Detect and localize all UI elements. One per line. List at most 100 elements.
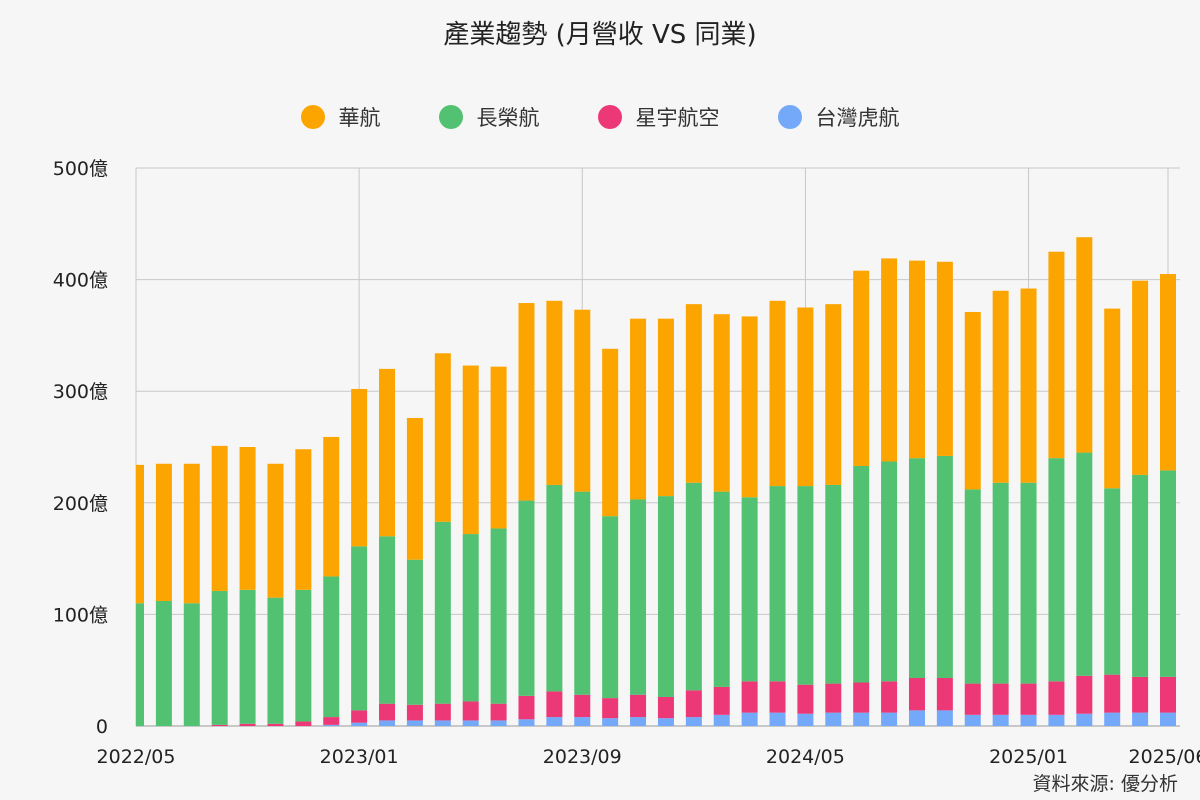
- bar-segment: [602, 516, 619, 699]
- x-tick-label: 2023/09: [543, 746, 622, 768]
- bar-segment: [1048, 714, 1065, 726]
- bar-segment: [1132, 712, 1149, 726]
- bar-segment: [741, 712, 758, 726]
- bar-segment: [406, 559, 423, 705]
- bar-segment: [936, 710, 953, 726]
- bar-segment: [853, 712, 870, 726]
- legend-item-china-airlines[interactable]: 華航: [300, 102, 381, 132]
- bar-segment: [1160, 274, 1176, 471]
- source-note: 資料來源: 優分析: [1032, 773, 1178, 795]
- bar-segment: [295, 449, 312, 590]
- bar-segment: [211, 445, 228, 591]
- bar-segment: [546, 717, 563, 726]
- x-tick-label: 2022/05: [97, 746, 176, 768]
- y-tick-label: 400億: [53, 270, 108, 292]
- bar-segment: [1048, 458, 1065, 682]
- legend-item-starlux[interactable]: 星宇航空: [597, 102, 720, 132]
- bar-segment: [657, 318, 674, 497]
- bar-segment: [713, 686, 730, 715]
- bar-segment: [685, 304, 702, 483]
- bar-segment: [490, 366, 507, 529]
- bar-segment: [630, 499, 647, 695]
- bar-segment: [1104, 712, 1121, 726]
- bar-segment: [546, 300, 563, 485]
- bar-segment: [881, 258, 898, 462]
- bar-segment: [434, 703, 451, 721]
- bar-segment: [239, 589, 256, 724]
- bar-segment: [825, 304, 842, 485]
- bar-segment: [406, 704, 423, 721]
- bar-segment: [1132, 474, 1149, 677]
- bar-segment: [267, 597, 284, 724]
- y-tick-label: 0: [96, 716, 108, 738]
- bar-segment: [1104, 308, 1121, 489]
- bar-segment: [1160, 712, 1176, 726]
- legend-swatch-starlux: [597, 105, 622, 129]
- legend-swatch-eva-air: [438, 105, 463, 129]
- bar-segment: [992, 290, 1009, 483]
- bar-segment: [351, 388, 368, 547]
- y-tick-label: 300億: [53, 381, 108, 403]
- bar-segment: [964, 714, 981, 726]
- y-tick-label: 100億: [53, 604, 108, 626]
- bar-segment: [825, 712, 842, 726]
- bar-segment: [1160, 676, 1176, 713]
- bar-segment: [267, 723, 284, 726]
- bar-segment: [797, 684, 814, 714]
- bar-segment: [1076, 713, 1093, 726]
- bar-segment: [741, 316, 758, 498]
- bar-segment: [797, 486, 814, 685]
- bar-segment: [881, 681, 898, 713]
- x-tick-label: 2024/05: [766, 746, 845, 768]
- bar-segment: [630, 318, 647, 500]
- bar-segment: [574, 309, 591, 492]
- bar-segment: [1132, 676, 1149, 713]
- bar-segment: [379, 536, 396, 704]
- bar-segment: [1132, 280, 1149, 475]
- bar-segment: [1020, 714, 1037, 726]
- bar-segment: [267, 463, 284, 598]
- bar-segment: [630, 717, 647, 726]
- bar-segment: [1020, 683, 1037, 715]
- bar-segment: [881, 461, 898, 682]
- bar-segment: [881, 712, 898, 726]
- bar-segment: [602, 718, 619, 726]
- bar-segment: [462, 701, 479, 721]
- bar-segment: [406, 720, 423, 726]
- bar-segment: [323, 717, 340, 725]
- bar-segment: [964, 683, 981, 715]
- bar-segment: [239, 447, 256, 590]
- bar-segment: [936, 261, 953, 456]
- bar-segment: [797, 713, 814, 726]
- bar-segment: [323, 576, 340, 718]
- legend-item-eva-air[interactable]: 長榮航: [438, 102, 540, 132]
- bar-segment: [769, 300, 786, 487]
- bar-segment: [518, 695, 535, 720]
- legend-label-eva-air: 長榮航: [476, 106, 540, 130]
- bar-segment: [295, 589, 312, 722]
- bar-segment: [713, 714, 730, 726]
- bar-segment: [351, 710, 368, 723]
- bar-segment: [1104, 674, 1121, 713]
- bar-segment: [657, 696, 674, 719]
- bar-segment: [1160, 470, 1176, 677]
- bar-segment: [574, 491, 591, 695]
- bar-segment: [574, 717, 591, 726]
- bar-segment: [936, 455, 953, 679]
- bar-segment: [1076, 675, 1093, 714]
- y-tick-label: 200億: [53, 493, 108, 515]
- legend-label-china-airlines: 華航: [338, 106, 381, 130]
- bar-segment: [964, 489, 981, 684]
- bar-segment: [155, 463, 172, 602]
- bar-segment: [434, 353, 451, 522]
- bar-segment: [713, 314, 730, 492]
- legend: 華航 長榮航 星宇航空 台灣虎航: [0, 102, 1200, 132]
- bar-segment: [136, 464, 144, 604]
- bar-segment: [685, 482, 702, 691]
- bar-segment: [853, 465, 870, 683]
- bar-segment: [239, 723, 256, 726]
- bar-segment: [211, 724, 228, 726]
- bar-segment: [434, 720, 451, 726]
- legend-item-tigerair[interactable]: 台灣虎航: [777, 102, 900, 132]
- bar-segment: [211, 590, 228, 725]
